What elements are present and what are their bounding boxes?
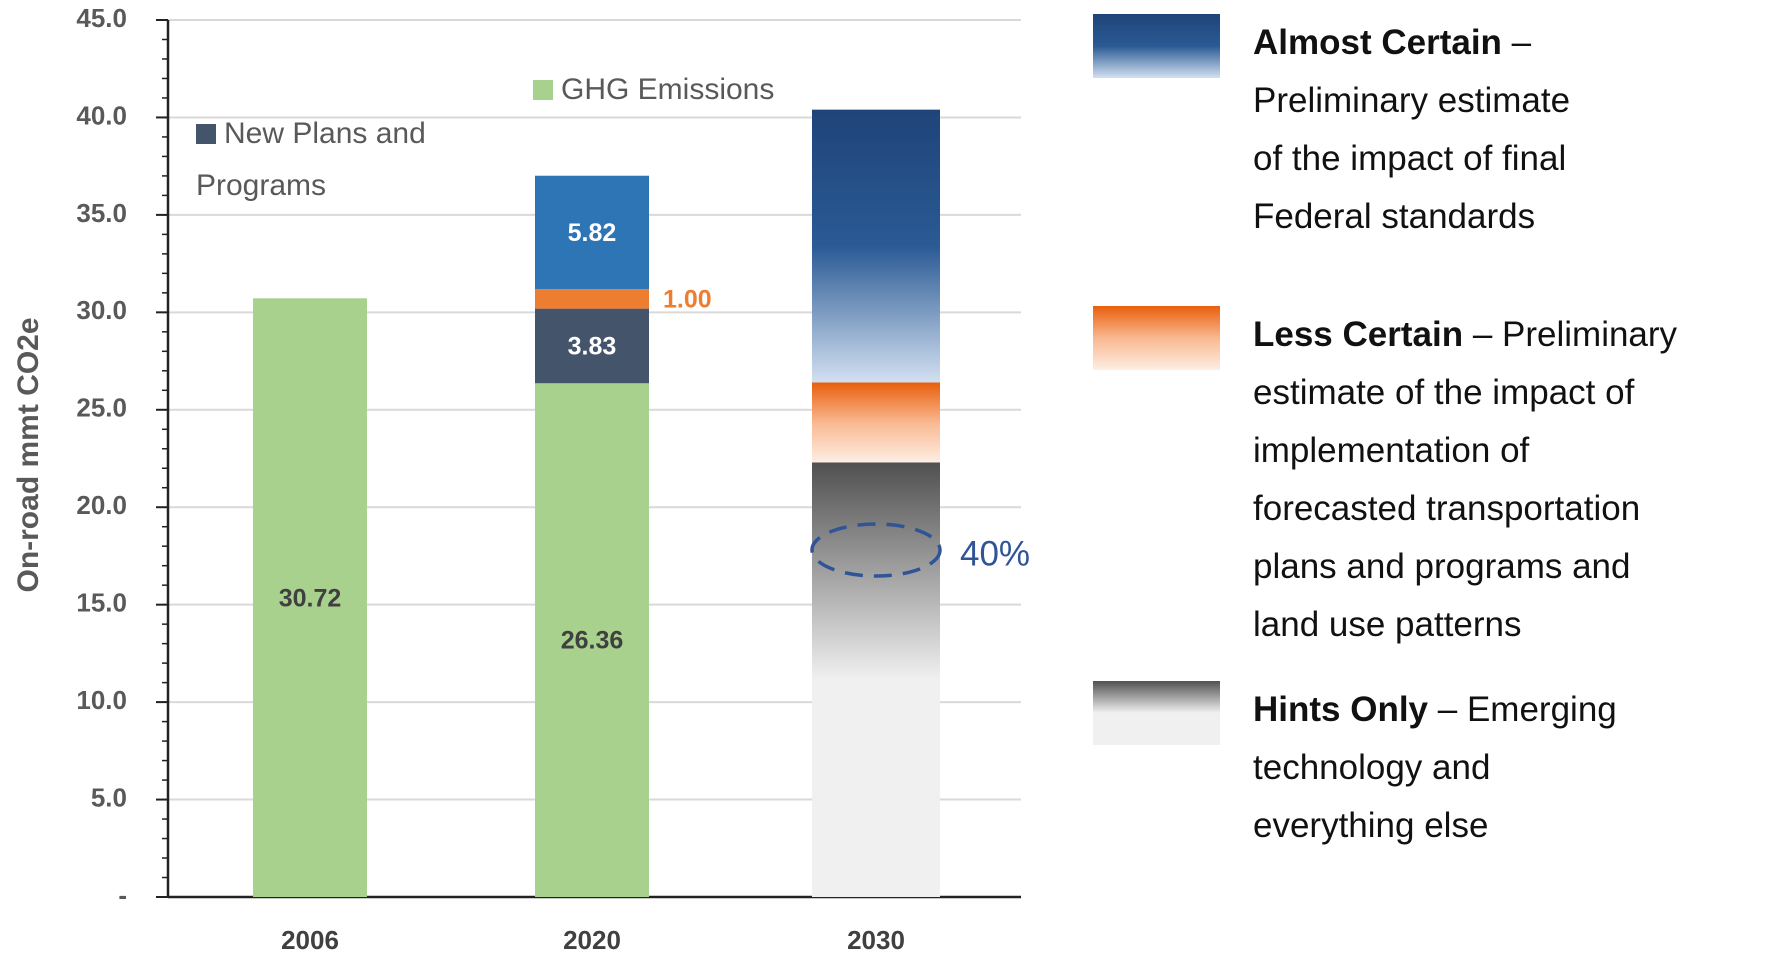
data-label: 26.36 [561,627,624,655]
y-tick-label: 35.0 [76,198,127,228]
legend-swatch [533,80,553,100]
legend-label: Less Certain [1253,315,1464,354]
legend-label: Hints Only [1253,690,1429,729]
y-tick-label: 20.0 [76,490,127,520]
legend-label: GHG Emissions [561,73,775,106]
bar-segment [535,175,649,290]
legend-text: Hints Only – Emerging technology and every… [1253,681,1617,855]
y-axis-title: On-road mmt CO2e [12,317,45,592]
legend-description: forecasted transportation [1253,489,1641,528]
legend-label: Almost Certain [1253,23,1502,62]
x-tick-label: 2030 [847,925,905,955]
legend-description: technology and [1253,748,1491,787]
bar-segment [535,308,649,384]
legend-swatch [1093,14,1220,78]
legend-description: – Emerging [1437,690,1617,729]
bar-segment [253,298,367,897]
annotation-ellipse [810,522,942,578]
legend-swatch [196,124,216,144]
legend-text: Almost Certain – Preliminary estimate of t… [1253,14,1570,246]
bar-segment [812,109,940,383]
legend-description: implementation of [1253,431,1530,470]
x-tick-label: 2020 [563,925,621,955]
legend-description: – Preliminary [1472,315,1678,354]
y-tick-label: 40.0 [76,100,127,130]
x-tick-label: 2006 [281,925,339,955]
bar-segment [535,383,649,897]
bar-segment [812,382,940,463]
annotation: 40% [960,534,1030,573]
bar-segment [812,462,940,897]
legend-description: plans and programs and [1253,547,1631,586]
y-tick-label: 15.0 [76,588,127,618]
y-tick-label: 25.0 [76,393,127,423]
legend-label: New Plans and Programs [196,117,426,202]
legend-swatch [1093,306,1220,370]
data-label: 30.72 [279,584,342,612]
data-label: 5.82 [568,219,617,247]
legend-item: New Plans and Programs [196,108,436,212]
legend-description: – [1511,23,1532,62]
y-tick-label: 5.0 [91,782,127,812]
y-tick-label: - [118,880,127,910]
legend-text: Less Certain – Preliminary estimate of th… [1253,306,1677,654]
bar-segment [535,289,649,309]
legend-item: GHG Emissions [533,64,774,116]
legend-description: estimate of the impact of [1253,373,1635,412]
legend-description: Preliminary estimate [1253,81,1571,120]
y-tick-label: 45.0 [76,3,127,33]
legend-description: everything else [1253,806,1489,845]
legend-description: Federal standards [1253,197,1536,236]
data-label: 1.00 [663,285,712,313]
data-label: 3.83 [568,333,617,361]
legend-description: land use patterns [1253,605,1522,644]
legend-swatch [1093,681,1220,745]
y-tick-label: 10.0 [76,685,127,715]
y-tick-label: 30.0 [76,295,127,325]
legend-description: of the impact of final [1253,139,1567,178]
